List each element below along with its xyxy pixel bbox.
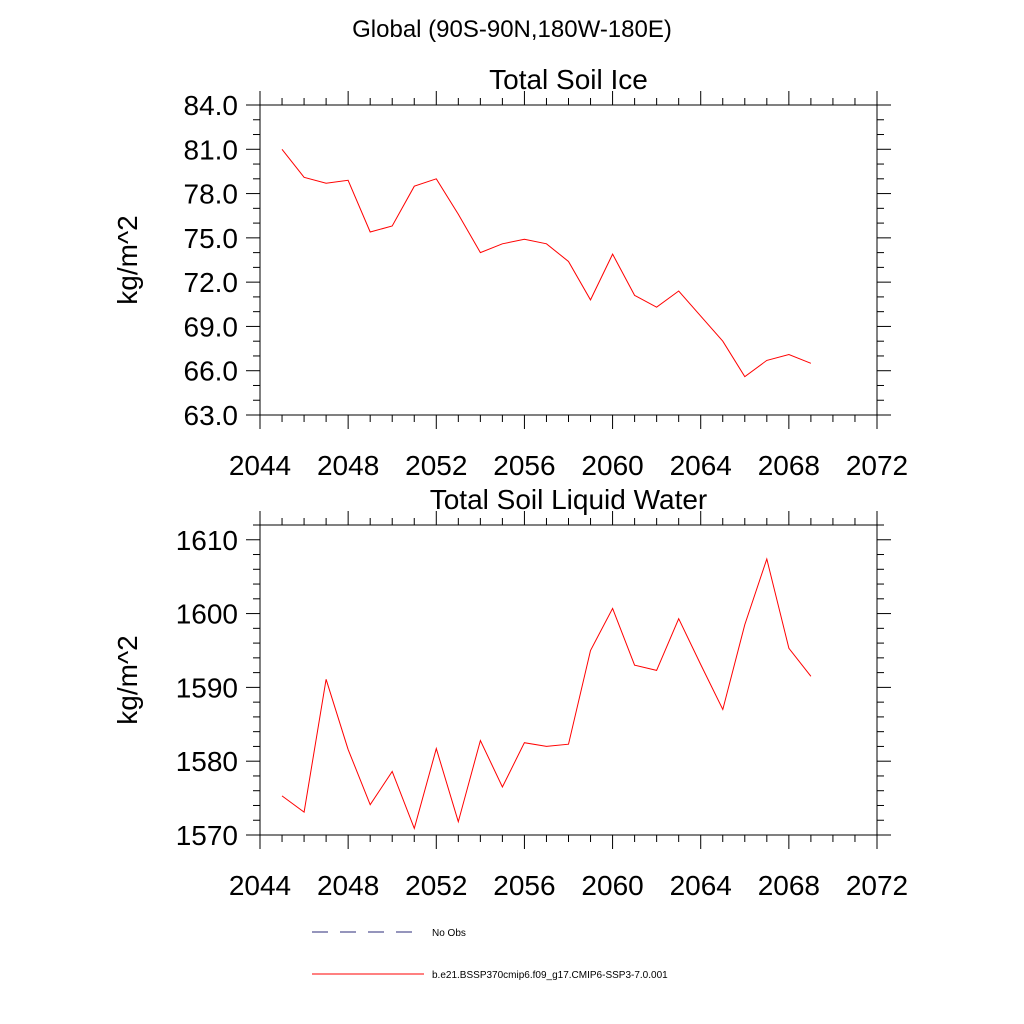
data-point <box>545 242 548 245</box>
data-point <box>413 827 416 830</box>
y-axis-label: kg/m^2 <box>112 635 143 724</box>
data-point <box>809 362 812 365</box>
x-tick-label: 2072 <box>846 870 908 901</box>
x-tick-label: 2068 <box>758 450 820 481</box>
data-point <box>787 353 790 356</box>
data-point <box>633 664 636 667</box>
data-point <box>479 251 482 254</box>
data-point <box>545 745 548 748</box>
data-point <box>699 663 702 666</box>
series-line <box>281 557 812 830</box>
data-point <box>347 748 350 751</box>
data-point <box>523 238 526 241</box>
data-point <box>655 669 658 672</box>
series-line <box>281 148 812 378</box>
data-point <box>391 225 394 228</box>
data-point <box>743 623 746 626</box>
legend-label-2: b.e21.BSSP370cmip6.f09_g17.CMIP6-SSP3-7.… <box>432 970 668 981</box>
x-tick-label: 2052 <box>405 870 467 901</box>
x-tick-label: 2044 <box>229 870 291 901</box>
data-point <box>589 298 592 301</box>
chart-title: Total Soil Ice <box>489 64 648 95</box>
x-tick-label: 2064 <box>670 450 732 481</box>
data-point <box>501 242 504 245</box>
y-tick-label: 72.0 <box>184 267 239 298</box>
data-point <box>567 743 570 746</box>
data-point <box>633 294 636 297</box>
chart-panel-2: Total Soil Liquid Water kg/m^2 2044 2048 205… <box>112 484 908 901</box>
x-tick-label: 2052 <box>405 450 467 481</box>
data-point <box>435 177 438 180</box>
legend: No Obs b.e21.BSSP370cmip6.f09_g17.CMIP6-S… <box>312 928 668 981</box>
data-point <box>677 290 680 293</box>
data-point <box>809 675 812 678</box>
y-tick-label: 63.0 <box>184 400 239 431</box>
data-point <box>567 260 570 263</box>
data-point <box>281 148 284 151</box>
data-point <box>281 794 284 797</box>
data-point <box>611 607 614 610</box>
data-point <box>325 182 328 185</box>
data-point <box>347 179 350 182</box>
data-point <box>611 253 614 256</box>
chart-title: Total Soil Liquid Water <box>430 484 708 515</box>
data-point <box>589 649 592 652</box>
data-point <box>303 811 306 814</box>
y-tick-label: 1610 <box>176 525 238 556</box>
data-point <box>435 747 438 750</box>
data-point <box>699 315 702 318</box>
y-tick-label: 1600 <box>176 599 238 630</box>
data-point <box>369 803 372 806</box>
data-point <box>787 647 790 650</box>
data-point <box>721 708 724 711</box>
data-point <box>479 739 482 742</box>
y-tick-label: 66.0 <box>184 356 239 387</box>
x-tick-label: 2048 <box>317 870 379 901</box>
y-tick-label: 1570 <box>176 820 238 851</box>
data-point <box>523 741 526 744</box>
x-tick-label: 2060 <box>581 450 643 481</box>
figure-title: Global (90S-90N,180W-180E) <box>352 16 672 43</box>
data-point <box>765 558 768 561</box>
x-tick-label: 2044 <box>229 450 291 481</box>
y-tick-label: 78.0 <box>184 179 239 210</box>
data-point <box>303 176 306 179</box>
y-axis-label: kg/m^2 <box>112 215 143 304</box>
data-point <box>721 340 724 343</box>
data-point <box>765 359 768 362</box>
y-tick-label: 1590 <box>176 672 238 703</box>
y-tick-label: 75.0 <box>184 223 239 254</box>
data-point <box>501 786 504 789</box>
chart-panel-1: Total Soil Ice kg/m^2 2044 2048 2052 2056 2060… <box>112 64 908 481</box>
x-tick-label: 2060 <box>581 870 643 901</box>
data-point <box>457 820 460 823</box>
data-point <box>743 375 746 378</box>
data-point <box>655 306 658 309</box>
y-tick-label: 84.0 <box>184 90 239 121</box>
x-tick-label: 2064 <box>670 870 732 901</box>
y-tick-label: 81.0 <box>184 134 239 165</box>
x-tick-label: 2072 <box>846 450 908 481</box>
x-tick-label: 2048 <box>317 450 379 481</box>
data-point <box>413 185 416 188</box>
plot-frame <box>259 524 878 836</box>
y-tick-label: 1580 <box>176 746 238 777</box>
data-point <box>369 231 372 234</box>
data-point <box>677 617 680 620</box>
data-point <box>325 678 328 681</box>
data-point <box>391 770 394 773</box>
x-tick-label: 2068 <box>758 870 820 901</box>
legend-label-1: No Obs <box>432 928 466 939</box>
data-point <box>457 213 460 216</box>
x-tick-label: 2056 <box>493 870 555 901</box>
x-tick-label: 2056 <box>493 450 555 481</box>
y-tick-label: 69.0 <box>184 311 239 342</box>
